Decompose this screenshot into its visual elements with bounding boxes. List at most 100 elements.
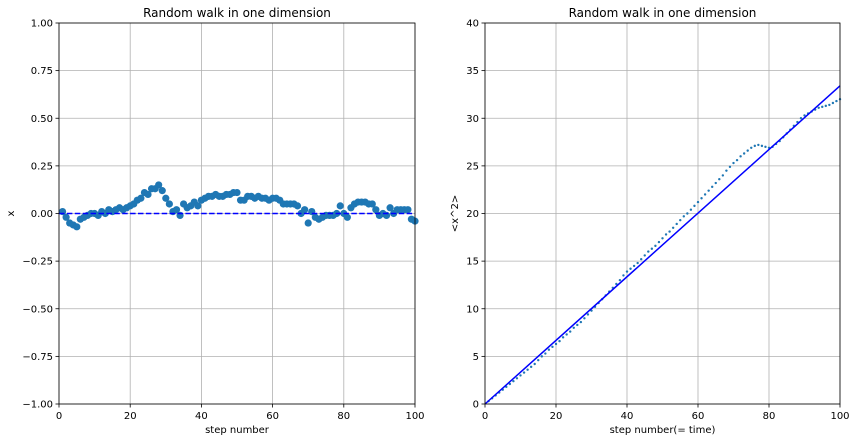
x-axis-label: step number [205, 425, 270, 436]
data-point [529, 365, 533, 369]
data-point [526, 368, 529, 371]
data-point [753, 144, 756, 148]
data-point [835, 99, 838, 103]
data-point [162, 194, 170, 202]
data-point [547, 348, 551, 351]
data-point [165, 200, 173, 208]
data-point [622, 274, 625, 277]
data-point [155, 181, 163, 189]
data-point [386, 204, 394, 212]
data-point [711, 185, 714, 189]
fit-line [484, 85, 841, 405]
data-point [336, 202, 344, 210]
data-point [636, 261, 639, 265]
data-point [519, 374, 522, 377]
data-point [583, 317, 586, 320]
y-tick-label: −0.25 [22, 257, 53, 268]
data-point [537, 358, 540, 362]
x-tick-label: 0 [56, 411, 62, 422]
data-point [714, 181, 717, 185]
data-point [739, 155, 742, 158]
data-point [579, 320, 583, 324]
x-tick-label: 100 [830, 411, 849, 422]
x-tick-label: 60 [266, 411, 279, 422]
data-point [735, 158, 739, 162]
data-point [554, 342, 558, 346]
data-point [643, 254, 646, 257]
x-tick-label: 20 [124, 411, 137, 422]
data-point [144, 190, 152, 199]
data-point [512, 379, 515, 383]
y-tick-label: 0.75 [31, 66, 53, 77]
data-point [640, 258, 643, 261]
y-tick-label: 15 [466, 257, 479, 268]
y-tick-label: 0.00 [31, 209, 53, 220]
x-tick-label: 20 [550, 411, 563, 422]
data-point [696, 200, 700, 204]
data-point [725, 169, 728, 172]
data-point [828, 103, 831, 107]
data-point [172, 206, 181, 214]
data-point [572, 326, 575, 329]
data-point [404, 206, 412, 214]
data-point [803, 114, 806, 117]
y-tick-label: 1.00 [31, 19, 53, 30]
data-point [558, 339, 561, 343]
data-point [657, 240, 661, 244]
data-point [304, 219, 312, 227]
data-point [707, 189, 710, 192]
chart-title: Random walk in one dimension [143, 6, 331, 20]
data-point [522, 371, 526, 374]
data-point [629, 267, 632, 270]
data-point [194, 202, 202, 210]
data-point [158, 187, 166, 195]
y-tick-label: 0 [473, 400, 479, 411]
data-point [682, 215, 685, 218]
data-point [586, 313, 590, 316]
y-tick-label: 0.50 [31, 114, 53, 125]
data-point [679, 218, 682, 222]
data-point [515, 377, 519, 380]
data-point [540, 355, 543, 358]
data-point [817, 106, 820, 109]
data-point [721, 174, 725, 177]
data-point [757, 143, 760, 147]
data-point [718, 178, 721, 181]
data-point [618, 278, 622, 282]
y-tick-label: 0.25 [31, 161, 53, 172]
data-point [742, 152, 746, 155]
x-tick-label: 80 [763, 411, 776, 422]
data-point [343, 213, 351, 221]
data-point [661, 237, 664, 240]
data-point [728, 165, 732, 169]
y-tick-label: −0.75 [22, 352, 53, 363]
data-point [569, 330, 572, 333]
data-point [732, 161, 735, 165]
x-tick-label: 40 [621, 411, 634, 422]
left-chart: 0 20 40 60 80 100 −1.00 −0.75 −0.50 −0.25 0.00 0.25… [6, 6, 425, 436]
x-tick-label: 80 [337, 411, 350, 422]
right-chart: 0 20 40 60 80 100 0 5 10 15 20 25 30 35 40 Random walk … [450, 6, 850, 436]
data-point [293, 202, 302, 210]
data-point [664, 233, 668, 236]
data-point [301, 206, 309, 214]
data-point [233, 188, 241, 197]
y-tick-label: 20 [466, 209, 479, 220]
y-tick-label: 10 [466, 304, 479, 315]
data-point [831, 101, 835, 105]
y-tick-label: 25 [466, 161, 479, 172]
data-point [693, 204, 696, 208]
y-axis-label: <x^2> [450, 195, 461, 232]
data-point [671, 226, 675, 229]
data-point [760, 144, 764, 148]
chart-title: Random walk in one dimension [569, 6, 757, 20]
x-tick-label: 0 [482, 411, 488, 422]
data-point [137, 194, 145, 202]
x-tick-label: 60 [692, 411, 705, 422]
data-point [703, 193, 707, 196]
data-point [625, 270, 629, 273]
x-tick-label: 40 [195, 411, 208, 422]
y-tick-label: −0.50 [22, 304, 53, 315]
y-tick-label: 35 [466, 66, 479, 77]
